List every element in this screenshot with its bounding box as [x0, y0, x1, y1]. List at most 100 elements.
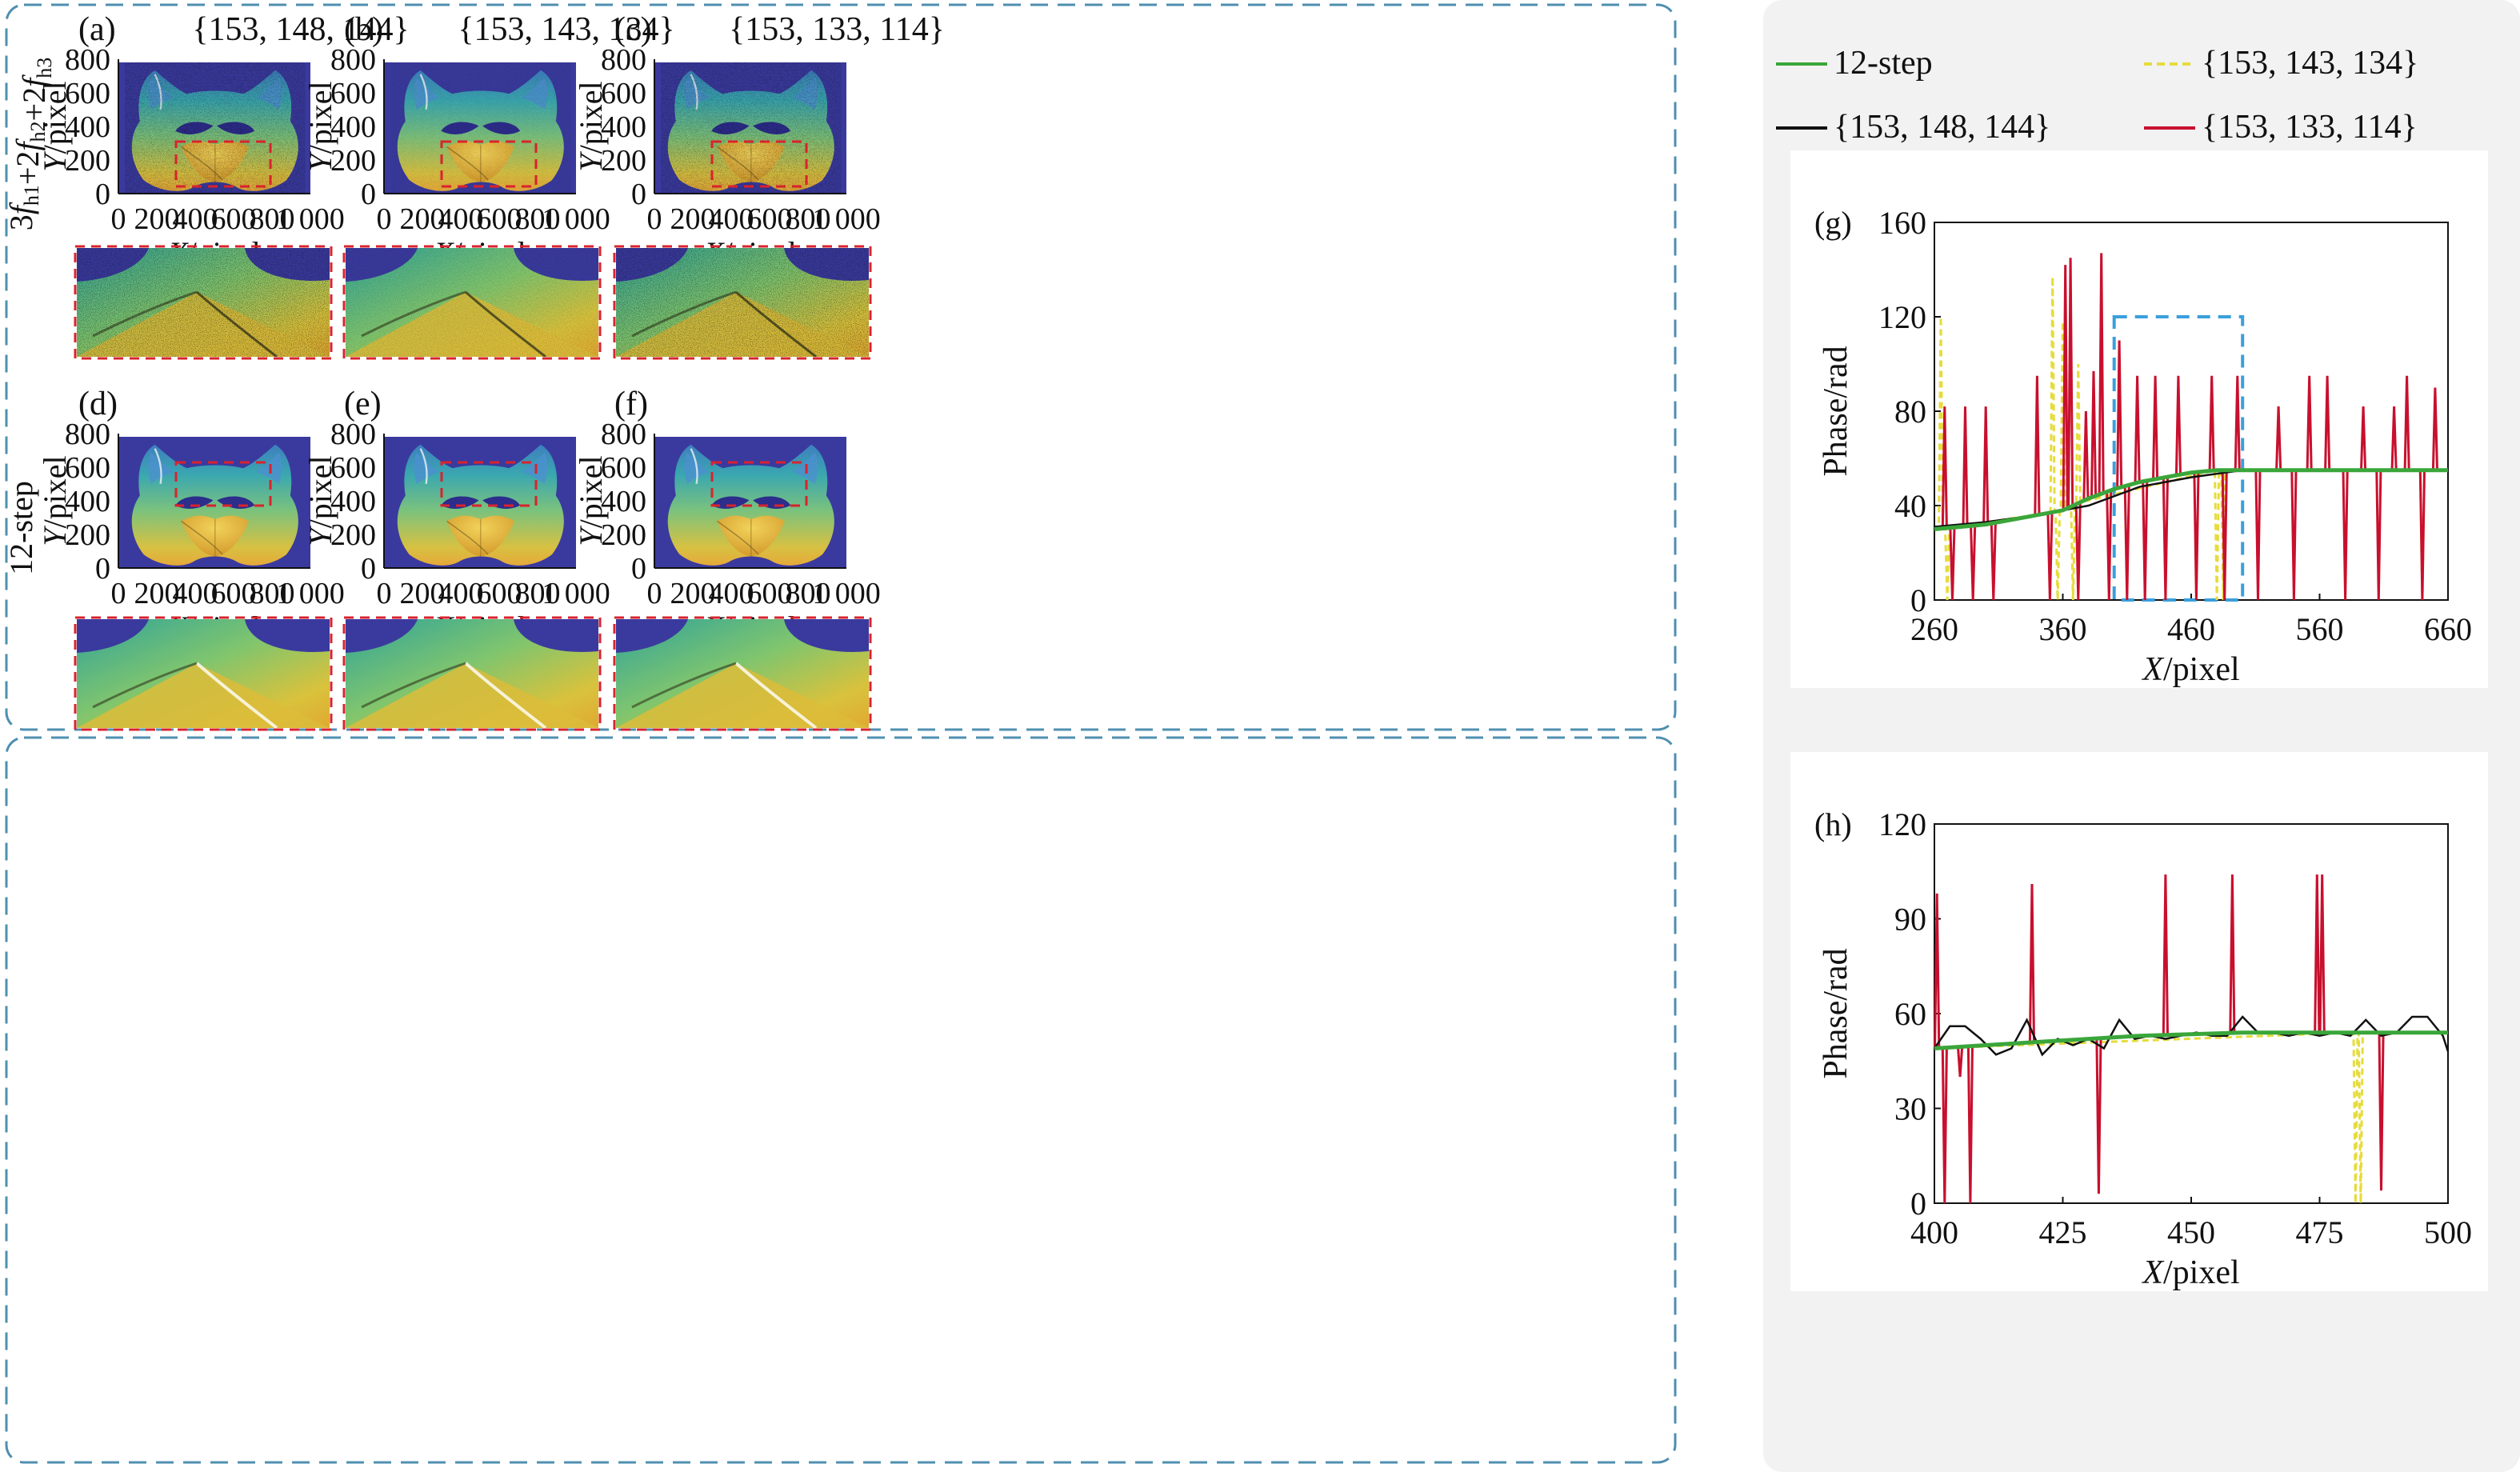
cat-mask-render	[125, 62, 306, 194]
cat-mask-render	[390, 62, 571, 194]
roi-box	[440, 461, 538, 507]
x-tick-label: 260	[1910, 611, 1958, 647]
y-tick-label: 0	[95, 178, 110, 211]
roi-box	[174, 140, 272, 188]
legend-label: 12-step	[1834, 45, 1933, 82]
x-tick-label: 475	[2296, 1214, 2344, 1250]
y-tick-label: 400	[65, 485, 110, 518]
x-tick-label: 600	[477, 202, 522, 236]
x-tick-label: 800	[250, 577, 295, 610]
panel-letter: (d)	[78, 386, 118, 422]
x-tick-label: 400	[709, 577, 754, 610]
x-tick-label: 425	[2039, 1214, 2087, 1250]
panel-title: {153, 143, 134}	[458, 11, 674, 48]
x-tick-label: 400	[173, 577, 218, 610]
y-tick-label: 200	[601, 518, 646, 552]
y-tick-label: 600	[601, 77, 646, 110]
y-axis-label: Y/pixel	[37, 455, 73, 546]
x-tick-label: 560	[2296, 611, 2344, 647]
y-tick-label: 800	[65, 418, 110, 451]
x-tick-label: 450	[2167, 1214, 2215, 1250]
image-grid: 3fh1+2fh2+2fh3(a) {153, 148, 144}80060040…	[3, 11, 945, 731]
x-tick-label: 800	[786, 202, 831, 236]
x-tick-label: 800	[786, 577, 831, 610]
y-tick-label: 400	[65, 110, 110, 144]
legend-label: {153, 143, 134}	[2202, 45, 2418, 82]
x-tick-label: 400	[438, 202, 484, 236]
x-tick-label: 0	[647, 577, 662, 610]
zoom-panel	[74, 245, 333, 360]
zoom-frame	[74, 245, 333, 360]
panel-letter: (h)	[1814, 806, 1852, 842]
y-axis-label: Y/pixel	[37, 81, 73, 171]
y-tick-label: 800	[601, 418, 646, 451]
y-axis-label: Y/pixel	[302, 455, 338, 546]
y-tick-label: 800	[330, 43, 376, 77]
zoom-region-box	[2112, 315, 2245, 602]
x-tick-label: 400	[438, 577, 484, 610]
y-tick-label: 60	[1894, 996, 1926, 1032]
x-tick-label: 600	[477, 577, 522, 610]
series-line	[1934, 1030, 2448, 1050]
x-tick-label: 800	[515, 577, 561, 610]
x-tick-label: 600	[211, 202, 257, 236]
x-tick-label: 200	[134, 202, 180, 236]
y-tick-label: 90	[1894, 902, 1926, 938]
zoom-panel	[613, 616, 872, 731]
zoom-panel	[342, 245, 602, 360]
legend-label: {153, 148, 144}	[1834, 109, 2050, 146]
x-tick-label: 0	[111, 202, 126, 236]
y-tick-label: 0	[631, 178, 646, 211]
y-tick-label: 80	[1894, 394, 1926, 430]
y-tick-label: 600	[330, 77, 376, 110]
x-tick-label: 600	[747, 202, 793, 236]
y-tick-label: 40	[1894, 488, 1926, 524]
zoom-frame	[613, 245, 872, 360]
x-tick-label: 0	[377, 577, 392, 610]
y-tick-label: 0	[95, 552, 110, 586]
x-tick-label: 200	[670, 202, 716, 236]
y-tick-label: 200	[65, 518, 110, 552]
zoom-frame	[342, 616, 602, 731]
x-tick-label: 200	[400, 202, 446, 236]
x-tick-label: 1 000	[542, 202, 610, 236]
y-tick-label: 200	[330, 518, 376, 552]
chart-card	[1790, 752, 2488, 1291]
y-tick-label: 120	[1878, 806, 1926, 842]
x-tick-label: 200	[134, 577, 180, 610]
panel-title: {153, 148, 144}	[192, 11, 409, 48]
panel-letter: (g)	[1814, 205, 1852, 241]
row-label: 12-step	[3, 481, 39, 575]
y-tick-label: 0	[1910, 1186, 1926, 1222]
x-tick-label: 1 000	[542, 577, 610, 610]
x-tick-label: 600	[747, 577, 793, 610]
x-tick-label: 1 000	[276, 202, 345, 236]
legend-item: {153, 148, 144}	[1776, 109, 2050, 146]
y-axis-label: Y/pixel	[573, 455, 609, 546]
y-tick-label: 800	[330, 418, 376, 451]
zoom-frame	[342, 245, 602, 360]
x-tick-label: 200	[670, 577, 716, 610]
group-frame-bottom	[5, 736, 1677, 1464]
x-tick-label: 360	[2039, 611, 2087, 647]
y-tick-label: 160	[1878, 205, 1926, 241]
x-tick-label: 0	[111, 577, 126, 610]
series-line	[1934, 468, 2448, 531]
chart-h: 0 30 60 90 120 400 425 450 475 500 X/pixel Phase/ra…	[1790, 752, 2488, 1291]
roi-box	[710, 140, 808, 188]
legend-item: {153, 133, 114}	[2144, 109, 2418, 146]
y-tick-label: 400	[330, 485, 376, 518]
x-tick-label: 400	[173, 202, 218, 236]
y-axis-label: Y/pixel	[573, 81, 609, 171]
y-tick-label: 600	[65, 77, 110, 110]
y-tick-label: 600	[65, 451, 110, 485]
panel-letter: (a)	[78, 11, 116, 48]
legend-item: 12-step	[1776, 45, 1933, 82]
x-tick-label: 1 000	[276, 577, 345, 610]
y-tick-label: 0	[361, 552, 376, 586]
chart-g: 0 40 80 120 160 260 360 460 560 660 X/pixel Phase/r…	[1790, 150, 2488, 688]
